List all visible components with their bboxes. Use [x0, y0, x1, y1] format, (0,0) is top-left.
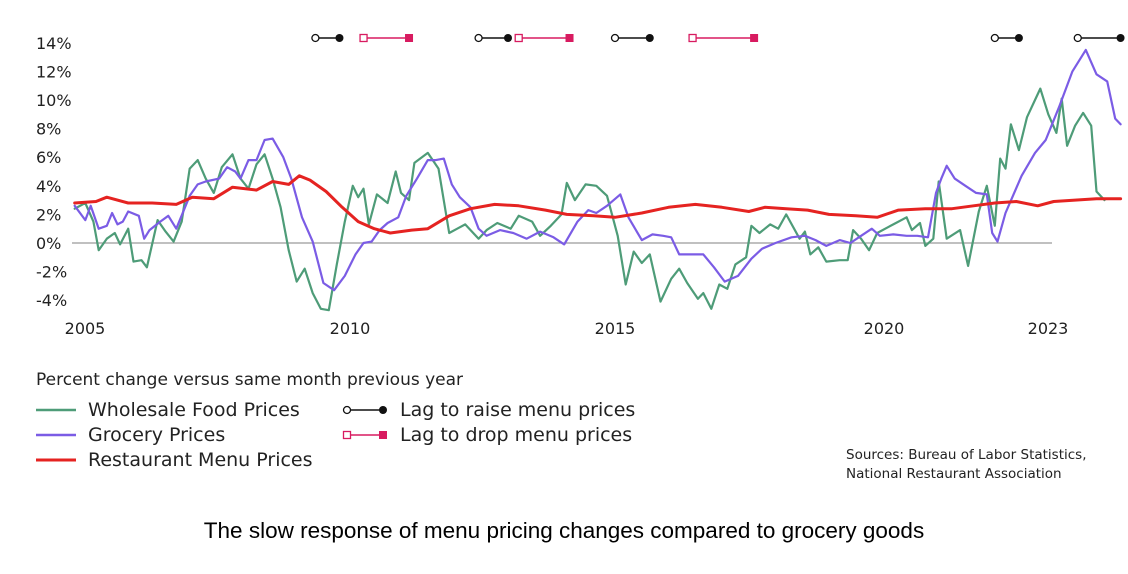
restaurant-menu-line: [73, 174, 1123, 235]
wholesale-food-line: [73, 87, 1106, 312]
y-tick-label: -4%: [36, 291, 67, 310]
legend-raise-lag: Lag to raise menu prices: [342, 399, 635, 421]
y-tick-label: 0%: [36, 234, 61, 253]
wholesale-swatch-icon: [36, 408, 76, 412]
raise-lag-end: [1014, 34, 1023, 42]
raise-lag-start: [610, 33, 620, 43]
drop-lag-end: [405, 34, 414, 42]
drop-lag-icon: [342, 430, 387, 440]
raise-lag-icon: [342, 405, 387, 415]
x-tick-label: 2020: [864, 319, 905, 338]
drop-lag-start: [359, 33, 368, 43]
legend-drop-lag-label: Lag to drop menu prices: [400, 424, 633, 446]
restaurant-swatch-icon: [36, 458, 76, 462]
legend-grocery-label: Grocery Prices: [88, 424, 226, 446]
series-layer: [73, 48, 1123, 312]
y-tick-label: 8%: [36, 120, 61, 139]
drop-lag-end: [750, 34, 759, 42]
x-axis: 2005 2010 2015 2020 2023: [65, 319, 1069, 338]
drop-lag-start: [688, 33, 697, 43]
raise-lag-start: [990, 33, 999, 43]
raise-lag-start: [311, 33, 320, 43]
raise-lag-end: [504, 34, 512, 42]
y-tick-label: 12%: [36, 62, 72, 81]
raise-lag-start: [474, 33, 483, 43]
y-tick-label: 6%: [36, 148, 61, 167]
raise-lag-start: [1073, 33, 1082, 43]
legend-wholesale-label: Wholesale Food Prices: [88, 399, 300, 421]
y-tick-label: 2%: [36, 205, 61, 224]
x-tick-label: 2010: [330, 319, 371, 338]
sources-line-2: National Restaurant Association: [846, 466, 1062, 482]
y-tick-label: 10%: [36, 91, 72, 110]
x-tick-label: 2005: [65, 319, 106, 338]
drop-lag-end: [565, 34, 574, 42]
line-chart: 14%12%10%8%6%4%2%0%-2%-4% 2005 2010 2015 20…: [36, 33, 1125, 338]
drop-lag-start: [514, 33, 523, 43]
legend-wholesale: Wholesale Food Prices: [36, 399, 300, 421]
sources-line-1: Sources: Bureau of Labor Statistics,: [846, 447, 1087, 463]
legend-restaurant-label: Restaurant Menu Prices: [88, 449, 313, 471]
y-axis: 14% 12% 10% 8% 6% 4% 2% 0% -2% -4%: [36, 34, 72, 310]
raise-lag-end: [335, 34, 344, 42]
legend-drop-lag: Lag to drop menu prices: [342, 424, 632, 446]
raise-lag-end: [1116, 34, 1125, 42]
grocery-prices-line: [73, 48, 1122, 292]
x-tick-label: 2015: [595, 319, 636, 338]
raise-lag-end: [645, 34, 654, 42]
legend-raise-lag-label: Lag to raise menu prices: [400, 399, 636, 421]
lag-markers: [311, 33, 1125, 43]
x-tick-label: 2023: [1028, 319, 1069, 338]
legend-restaurant: Restaurant Menu Prices: [36, 449, 313, 471]
y-tick-label: -2%: [36, 263, 67, 282]
legend-grocery: Grocery Prices: [36, 424, 225, 446]
legend-title: Percent change versus same month previou…: [36, 370, 464, 390]
y-tick-label: 14%: [36, 34, 72, 53]
grocery-swatch-icon: [36, 433, 76, 437]
y-tick-label: 4%: [36, 177, 61, 196]
sources-note: Sources: Bureau of Labor Statistics, Nat…: [846, 446, 1087, 484]
chart-caption: The slow response of menu pricing change…: [203, 518, 925, 543]
